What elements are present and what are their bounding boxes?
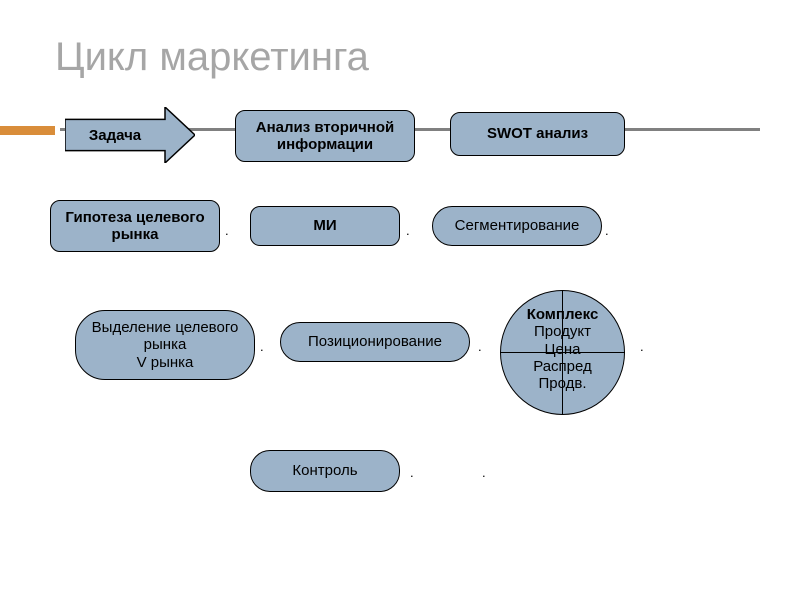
flow-dot: . xyxy=(260,339,264,354)
node-select: Выделение целевого рынка V рынка xyxy=(75,310,255,380)
node-hypothesis: Гипотеза целевого рынка xyxy=(50,200,220,252)
slide-title: Цикл маркетинга xyxy=(55,35,369,80)
flow-dot: . xyxy=(225,223,229,238)
node-task: Задача xyxy=(65,107,195,163)
node-position: Позиционирование xyxy=(280,322,470,362)
node-control: Контроль xyxy=(250,450,400,492)
node-swot: SWOT анализ xyxy=(450,112,625,156)
flow-dot: . xyxy=(410,465,414,480)
flow-dot: . xyxy=(640,339,644,354)
node-mi: МИ xyxy=(250,206,400,246)
node-secondary: Анализ вторичной информации xyxy=(235,110,415,162)
slide: Цикл маркетинга Задача Анализ вторичной и… xyxy=(0,0,800,600)
accent-bar xyxy=(0,126,55,135)
node-segment: Сегментирование xyxy=(432,206,602,246)
circle-node: КомплексПродуктЦенаРаспредПродв. xyxy=(500,290,625,415)
circle-text: КомплексПродуктЦенаРаспредПродв. xyxy=(500,306,625,392)
flow-dot: . xyxy=(406,223,410,238)
flow-dot: . xyxy=(478,339,482,354)
flow-dot: . xyxy=(605,223,609,238)
node-label: Задача xyxy=(65,107,165,163)
flow-dot: . xyxy=(482,465,486,480)
